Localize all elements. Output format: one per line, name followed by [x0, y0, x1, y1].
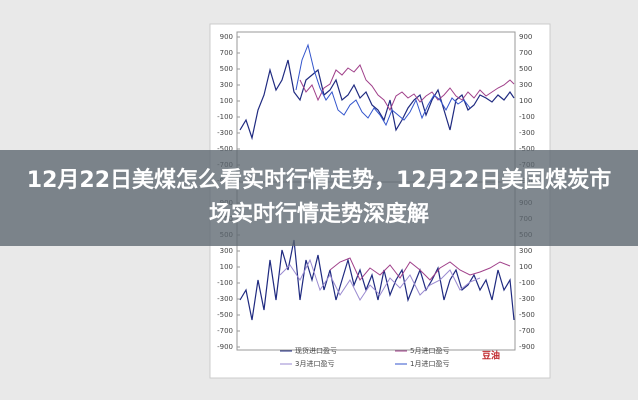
- tick-label: -900: [519, 343, 535, 351]
- tick-label: 100: [519, 263, 532, 271]
- tick-label: 900: [220, 33, 233, 41]
- tick-label: -900: [217, 343, 233, 351]
- stamp: 豆油: [482, 350, 500, 362]
- legend-label: 现货进口盈亏: [295, 346, 337, 355]
- tick-label: -300: [519, 295, 535, 303]
- line: [239, 59, 515, 141]
- tick-label: -100: [519, 279, 535, 287]
- tick-label: 500: [519, 65, 532, 73]
- tick-label: 300: [519, 247, 532, 255]
- tick-label: -500: [217, 311, 233, 319]
- tick-label: 300: [519, 81, 532, 89]
- title: 12月22日美煤怎么看实时行情走势，12月22日美国煤炭市场实时行情走势深度解: [26, 168, 612, 227]
- tick-label: -500: [519, 145, 535, 153]
- tick-label: -700: [519, 327, 535, 335]
- tick-label: -300: [217, 295, 233, 303]
- tick-label: -500: [217, 145, 233, 153]
- line: [329, 257, 511, 281]
- tick-label: -100: [217, 279, 233, 287]
- tick-label: 700: [519, 49, 532, 57]
- tick-label: 500: [220, 65, 233, 73]
- tick-label: -300: [217, 129, 233, 137]
- line: [295, 43, 471, 127]
- tick-label: 100: [519, 97, 532, 105]
- legend-label: 5月进口盈亏: [410, 347, 449, 355]
- tick-label: -300: [519, 129, 535, 137]
- tick-label: -100: [217, 113, 233, 121]
- legend-label: 3月进口盈亏: [295, 360, 334, 368]
- tick-label: -700: [217, 327, 233, 335]
- tick-label: 100: [220, 97, 233, 105]
- tick-label: -500: [519, 311, 535, 319]
- tick-label: 300: [220, 81, 233, 89]
- tick-label: 900: [519, 33, 532, 41]
- title-band: 12月22日美煤怎么看实时行情走势，12月22日美国煤炭市场实时行情走势深度解: [0, 150, 638, 246]
- legend-label: 1月进口盈亏: [410, 360, 449, 368]
- tick-label: 300: [220, 247, 233, 255]
- line: [299, 64, 515, 112]
- tick-label: -100: [519, 113, 535, 121]
- tick-label: 100: [220, 263, 233, 271]
- line: [279, 258, 481, 301]
- tick-label: 700: [220, 49, 233, 57]
